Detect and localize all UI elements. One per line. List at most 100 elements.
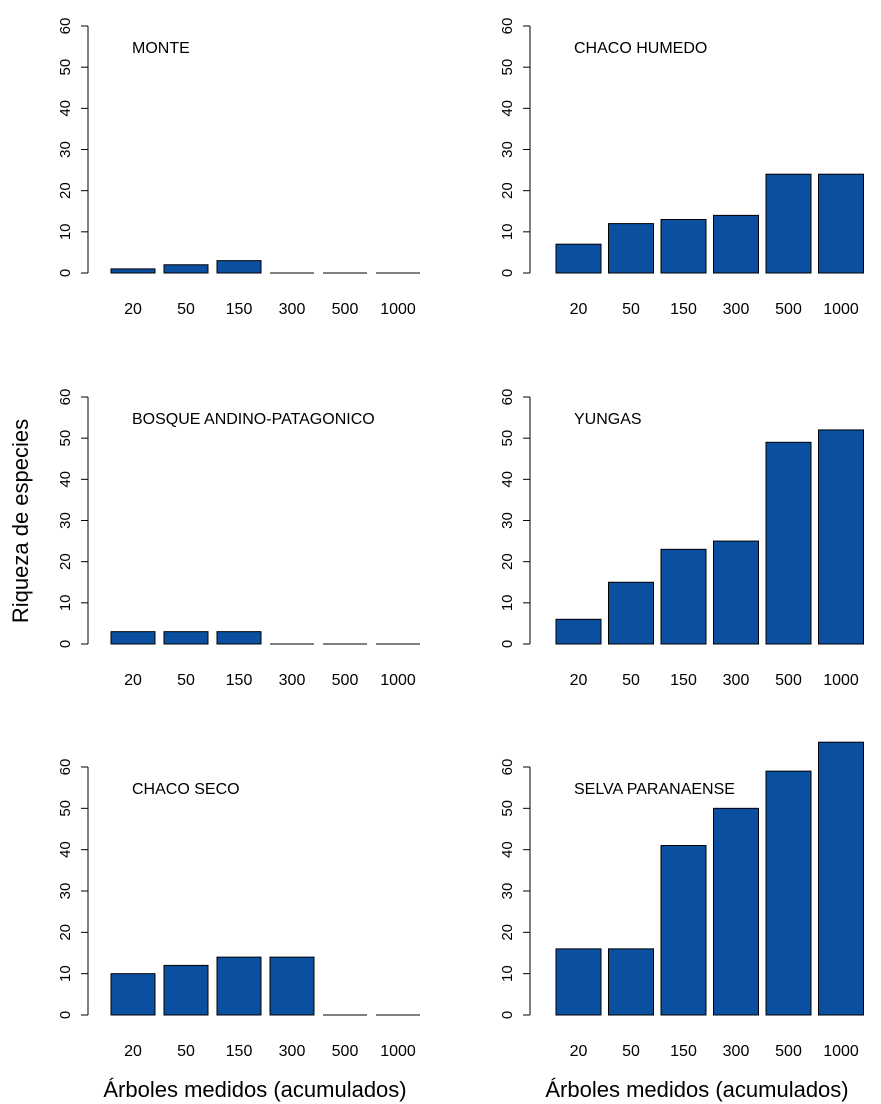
panel-title: CHACO HUMEDO xyxy=(574,40,707,57)
category-label: 500 xyxy=(775,672,802,689)
panel-title: MONTE xyxy=(132,40,190,57)
y-tick-label: 0 xyxy=(499,269,516,277)
category-label: 500 xyxy=(332,672,359,689)
y-tick-label: 40 xyxy=(57,471,74,488)
panel: BOSQUE ANDINO-PATAGONICO 0 10 20 30 40 50 60 20 5… xyxy=(57,389,420,689)
bar xyxy=(713,540,759,645)
category-label: 150 xyxy=(670,672,697,689)
y-tick-label: 40 xyxy=(499,471,516,488)
category-label: 300 xyxy=(279,1043,306,1060)
y-tick-label: 50 xyxy=(499,430,516,447)
y-tick-label: 50 xyxy=(499,59,516,76)
bar xyxy=(818,741,864,1016)
bar xyxy=(660,845,707,1016)
y-tick-label: 30 xyxy=(57,512,74,529)
category-label: 20 xyxy=(570,301,588,318)
category-label: 150 xyxy=(670,301,697,318)
y-tick-label: 10 xyxy=(499,965,516,982)
bar xyxy=(555,618,602,645)
y-tick-label: 40 xyxy=(499,841,516,858)
panel: MONTE 0 10 20 30 40 50 60 20 50 150 300 500 1000 xyxy=(57,18,420,318)
category-label: 500 xyxy=(775,1043,802,1060)
bar xyxy=(765,770,812,1016)
category-label: 20 xyxy=(124,672,142,689)
bar xyxy=(216,631,262,645)
category-label: 300 xyxy=(279,301,306,318)
bar xyxy=(555,243,602,274)
y-tick-label: 30 xyxy=(57,883,74,900)
y-tick-label: 40 xyxy=(57,841,74,858)
bar xyxy=(555,948,602,1016)
category-label: 50 xyxy=(622,1043,640,1060)
y-tick-label: 60 xyxy=(57,18,74,35)
bar xyxy=(110,268,156,274)
category-label: 300 xyxy=(279,672,306,689)
bar xyxy=(818,429,864,645)
y-tick-label: 10 xyxy=(57,965,74,982)
y-tick-label: 0 xyxy=(57,1011,74,1019)
bar xyxy=(269,956,315,1016)
bar xyxy=(110,973,156,1016)
bar xyxy=(110,631,156,645)
y-tick-label: 60 xyxy=(57,389,74,406)
y-tick-label: 10 xyxy=(499,223,516,240)
panel: SELVA PARANAENSE 0 10 20 30 40 50 60 20 50 150 300 5… xyxy=(499,741,864,1060)
y-tick-label: 60 xyxy=(499,759,516,776)
panel-title: YUNGAS xyxy=(574,411,642,428)
category-label: 500 xyxy=(332,301,359,318)
y-tick-label: 60 xyxy=(499,18,516,35)
bar xyxy=(216,956,262,1016)
category-label: 150 xyxy=(226,301,253,318)
y-tick-label: 10 xyxy=(57,594,74,611)
bar xyxy=(660,548,707,645)
y-tick-label: 30 xyxy=(499,883,516,900)
y-tick-label: 50 xyxy=(57,59,74,76)
category-label: 1000 xyxy=(823,1043,859,1060)
y-tick-label: 20 xyxy=(57,182,74,199)
bar xyxy=(713,214,759,274)
category-label: 1000 xyxy=(823,301,859,318)
category-label: 50 xyxy=(622,672,640,689)
y-tick-label: 10 xyxy=(499,594,516,611)
bar xyxy=(713,807,759,1016)
category-label: 1000 xyxy=(380,1043,416,1060)
y-tick-label: 50 xyxy=(57,430,74,447)
category-label: 150 xyxy=(226,1043,253,1060)
category-label: 20 xyxy=(570,672,588,689)
category-label: 50 xyxy=(177,1043,195,1060)
y-tick-label: 0 xyxy=(57,269,74,277)
y-tick-label: 20 xyxy=(57,553,74,570)
bar xyxy=(163,631,209,645)
y-tick-label: 50 xyxy=(499,800,516,817)
category-label: 20 xyxy=(124,1043,142,1060)
bar xyxy=(660,218,707,274)
category-label: 20 xyxy=(124,301,142,318)
y-tick-label: 30 xyxy=(57,141,74,158)
panel: YUNGAS 0 10 20 30 40 50 60 20 50 150 300 500 1000 xyxy=(499,389,864,689)
category-label: 50 xyxy=(177,672,195,689)
panel: CHACO HUMEDO 0 10 20 30 40 50 60 20 50 150 300 500 10… xyxy=(499,18,864,318)
bar xyxy=(818,173,864,274)
category-label: 150 xyxy=(670,1043,697,1060)
y-tick-label: 20 xyxy=(57,924,74,941)
category-label: 300 xyxy=(723,672,750,689)
category-label: 1000 xyxy=(823,672,859,689)
y-tick-label: 50 xyxy=(57,800,74,817)
y-tick-label: 40 xyxy=(57,100,74,117)
y-tick-label: 40 xyxy=(499,100,516,117)
y-tick-label: 60 xyxy=(499,389,516,406)
panel: CHACO SECO 0 10 20 30 40 50 60 20 50 150 300 500 1000 xyxy=(57,759,420,1060)
y-tick-label: 0 xyxy=(499,1011,516,1019)
y-tick-label: 20 xyxy=(499,182,516,199)
bar xyxy=(163,264,209,274)
bar xyxy=(216,260,262,274)
bar xyxy=(163,964,209,1016)
y-tick-label: 0 xyxy=(499,640,516,648)
category-label: 500 xyxy=(332,1043,359,1060)
category-label: 1000 xyxy=(380,301,416,318)
category-label: 500 xyxy=(775,301,802,318)
bar xyxy=(608,948,654,1016)
y-tick-label: 30 xyxy=(499,141,516,158)
